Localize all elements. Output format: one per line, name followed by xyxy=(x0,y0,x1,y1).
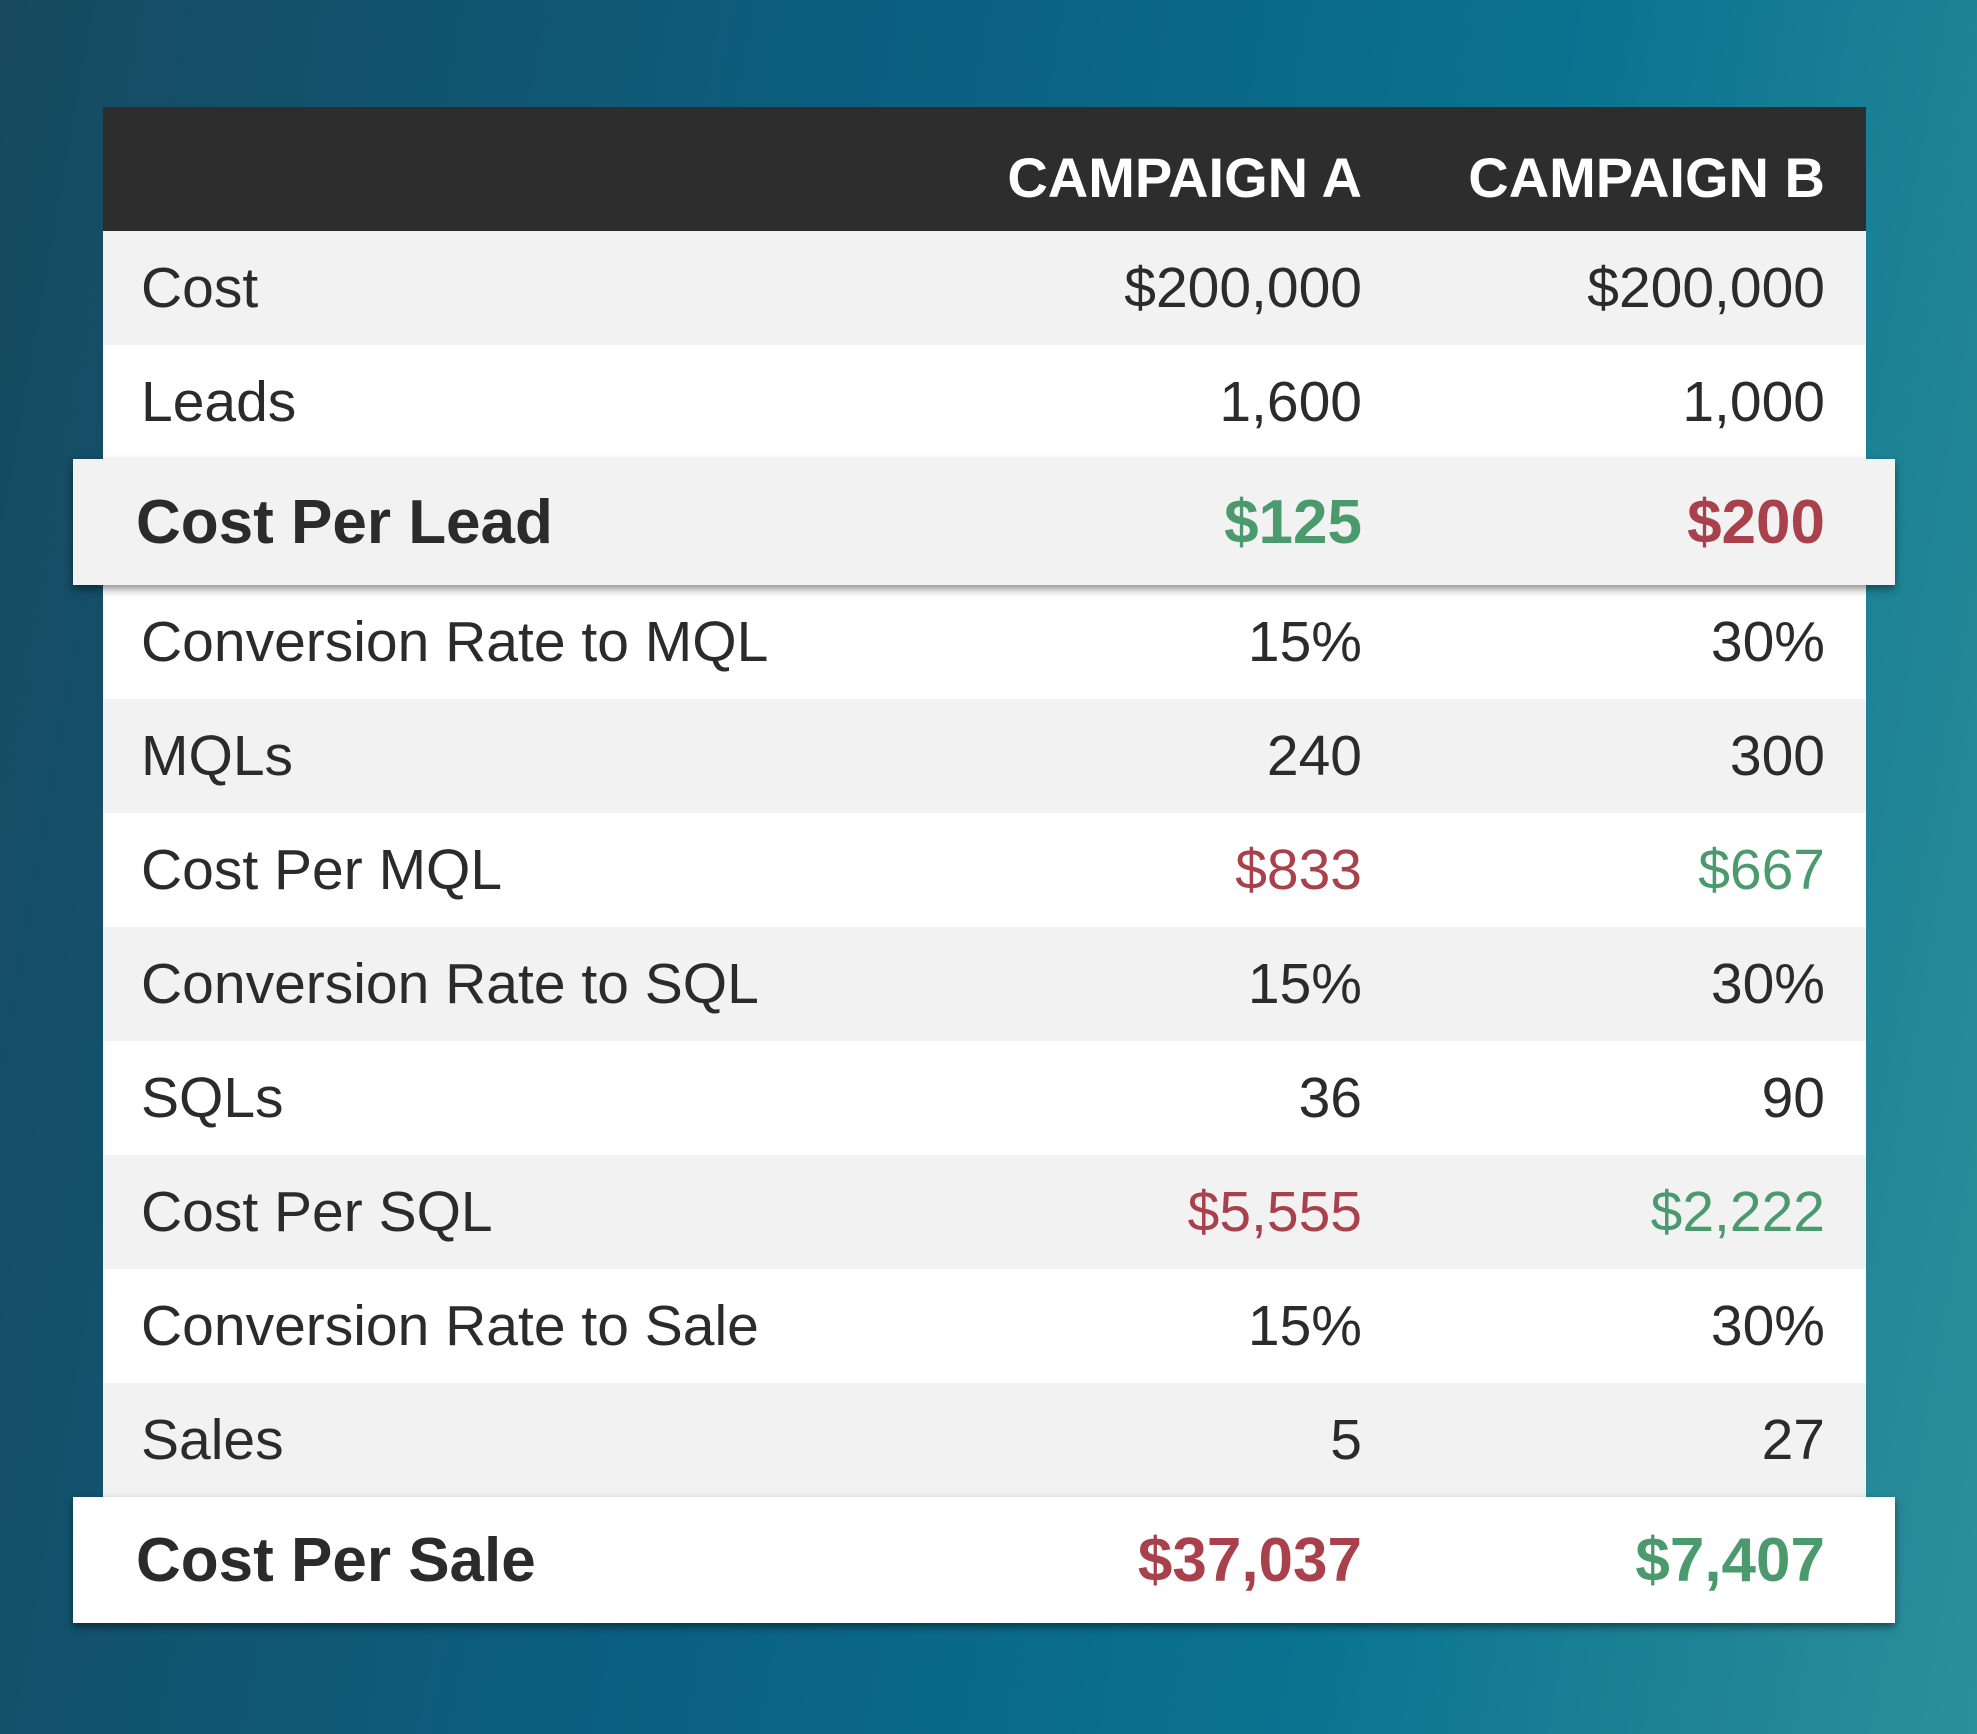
cell-value: $667 xyxy=(1698,838,1825,902)
table-row: Cost $200,000 $200,000 xyxy=(103,231,1866,345)
row-label: Cost xyxy=(141,256,259,320)
cell-value: $833 xyxy=(1235,838,1362,902)
table-row: MQLs 240 300 xyxy=(103,699,1866,813)
table-row: Conversion Rate to SQL 15% 30% xyxy=(103,927,1866,1041)
cell-value: $200,000 xyxy=(1587,256,1825,320)
table-row: Cost Per Sale $37,037 $7,407 xyxy=(73,1497,1895,1623)
cell-value: $37,037 xyxy=(1137,1525,1362,1595)
cell-value: 90 xyxy=(1761,1066,1825,1130)
cell-value: $125 xyxy=(1224,487,1362,557)
table-row: Cost Per SQL $5,555 $2,222 xyxy=(103,1155,1866,1269)
row-label: Cost Per Lead xyxy=(136,487,553,557)
cell-value: $2,222 xyxy=(1650,1180,1825,1244)
cell-value: 30% xyxy=(1710,610,1825,674)
cell-value: 15% xyxy=(1247,610,1362,674)
cell-value: $200 xyxy=(1687,487,1825,557)
table-row: Cost Per Lead $125 $200 xyxy=(73,459,1895,585)
cell-value: 15% xyxy=(1247,952,1362,1016)
cell-value: 30% xyxy=(1710,952,1825,1016)
table-row: Cost Per MQL $833 $667 xyxy=(103,813,1866,927)
row-label: Cost Per MQL xyxy=(141,838,503,902)
table-row: Conversion Rate to Sale 15% 30% xyxy=(103,1269,1866,1383)
column-header: CAMPAIGN B xyxy=(1468,145,1825,209)
table-row: Sales 5 27 xyxy=(103,1383,1866,1497)
cell-value: $7,407 xyxy=(1635,1525,1825,1595)
table-row: Leads 1,600 1,000 xyxy=(103,345,1866,459)
cell-value: 240 xyxy=(1266,724,1362,788)
row-label: MQLs xyxy=(141,724,294,788)
row-label: Leads xyxy=(141,370,297,434)
cell-value: $200,000 xyxy=(1124,256,1362,320)
cell-value: 300 xyxy=(1729,724,1825,788)
row-label: Sales xyxy=(141,1408,284,1472)
cell-value: 36 xyxy=(1298,1066,1362,1130)
row-label: Cost Per SQL xyxy=(141,1180,493,1244)
row-label: Conversion Rate to SQL xyxy=(141,952,759,1016)
cell-value: 5 xyxy=(1330,1408,1362,1472)
row-label: SQLs xyxy=(141,1066,284,1130)
cell-value: $5,555 xyxy=(1187,1180,1362,1244)
cell-value: 27 xyxy=(1761,1408,1825,1472)
cell-value: 30% xyxy=(1710,1294,1825,1358)
row-label: Conversion Rate to MQL xyxy=(141,610,769,674)
column-header: CAMPAIGN A xyxy=(1007,145,1362,209)
table-row: Conversion Rate to MQL 15% 30% xyxy=(103,585,1866,699)
cell-value: 1,600 xyxy=(1219,370,1362,434)
row-label: Cost Per Sale xyxy=(136,1525,536,1595)
cell-value: 15% xyxy=(1247,1294,1362,1358)
table-row: SQLs 36 90 xyxy=(103,1041,1866,1155)
header-row: CAMPAIGN A CAMPAIGN B xyxy=(103,107,1866,231)
cell-value: 1,000 xyxy=(1682,370,1825,434)
row-label: Conversion Rate to Sale xyxy=(141,1294,759,1358)
